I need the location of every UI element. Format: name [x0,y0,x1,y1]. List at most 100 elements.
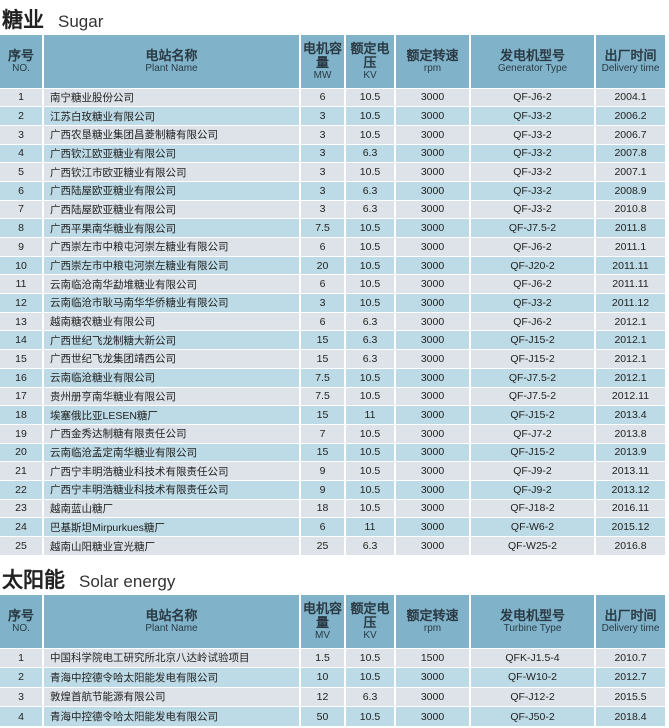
capacity-cell: 7.5 [300,386,346,406]
no-cell: 5 [0,162,44,182]
capacity-cell: 7 [300,423,346,444]
plant-name-cell: 云南临沧南华勐堆糖业有限公司 [43,274,301,294]
voltage-cell: 10.5 [345,274,396,294]
voltage-cell: 6.3 [345,180,396,201]
speed-cell: 3000 [395,293,471,313]
delivery-time-cell: 2018.4 [595,706,667,726]
speed-cell: 3000 [395,461,471,481]
table-row: 14 广西世纪飞龙制糖大新公司 15 6.3 3000 QF-J15-2 2012.1 [0,330,667,350]
table-row: 2 青海中控德令哈太阳能发电有限公司 10 10.5 3000 QF-W10-2 2012.… [0,667,667,687]
speed-cell: 3000 [395,237,471,257]
header-cn: 序号 [7,47,34,63]
generator-type-header: 发电机型号 Generator Type [470,35,596,88]
no-cell: 2 [0,667,44,687]
delivery-time-cell: 2016.11 [595,498,667,518]
plant-name-cell: 青海中控德令哈太阳能发电有限公司 [43,667,301,687]
voltage-cell: 10.5 [345,479,396,500]
table-row: 2 江苏白玫糖业有限公司 3 10.5 3000 QF-J3-2 2006.2 [0,106,667,126]
voltage-cell: 10.5 [345,237,396,257]
voltage-cell: 6.3 [345,143,396,163]
generator-type-cell: QF-J12-2 [470,686,596,707]
no-cell: 2 [0,106,44,126]
table-row: 24 巴基斯坦Mirpurkues糖厂 6 11 3000 QF-W6-2 2015.12 [0,517,667,537]
voltage-cell: 6.3 [345,349,396,369]
table-row: 16 云南临沧糖业有限公司 7.5 10.5 3000 QF-J7.5-2 2012.1 [0,367,667,387]
voltage-cell: 6.3 [345,330,396,350]
capacity-cell: 7.5 [300,367,346,387]
generator-type-cell: QF-J6-2 [470,274,596,294]
sugar-table: 序号 NO. 电站名称 Plant Name 电机容量 MW 额定电压 KV 额定转速 rpm 发电… [0,35,667,556]
speed-cell: 3000 [395,405,471,425]
delivery-time-cell: 2008.9 [595,180,667,201]
plant-name-cell: 广西世纪飞龙制糖大新公司 [43,330,301,350]
capacity-cell: 3 [300,124,346,145]
voltage-cell: 10.5 [345,423,396,444]
header-cn: 额定转速 [406,607,459,623]
capacity-cell: 3 [300,106,346,126]
capacity-cell: 3 [300,199,346,219]
generator-type-cell: QF-J15-2 [470,349,596,369]
header-en: MW [313,69,332,81]
voltage-cell: 6.3 [345,536,396,556]
plant-name-cell: 巴基斯坦Mirpurkues糖厂 [43,517,301,537]
plant-name-cell: 广西钦江欧亚糖业有限公司 [43,143,301,163]
delivery-time-cell: 2015.5 [595,686,667,707]
voltage-cell: 11 [345,405,396,425]
delivery-time-header: 出厂时间 Delivery time [595,35,667,88]
capacity-cell: 20 [300,255,346,275]
voltage-cell: 6.3 [345,199,396,219]
header-cn: 序号 [7,607,34,623]
solar-section-title: 太阳能 Solar energy [2,564,175,592]
no-cell: 24 [0,517,44,537]
plant-name-cell: 云南临沧孟定南华糖业有限公司 [43,442,301,462]
delivery-time-cell: 2011.1 [595,237,667,257]
generator-type-cell: QF-J18-2 [470,498,596,518]
capacity-cell: 6 [300,517,346,537]
no-cell: 10 [0,255,44,275]
voltage-cell: 10.5 [345,255,396,275]
generator-type-cell: QF-J3-2 [470,162,596,182]
table-row: 21 广西宁丰明浩糖业科技术有限责任公司 9 10.5 3000 QF-J9-2 2013.… [0,461,667,481]
voltage-cell: 10.5 [345,442,396,462]
plant-name-cell: 埃塞俄比亚LESEN糖厂 [43,405,301,425]
generator-type-cell: QF-J15-2 [470,330,596,350]
delivery-time-cell: 2011.11 [595,274,667,294]
section-title-en: Sugar [58,12,104,31]
generator-type-cell: QF-J20-2 [470,255,596,275]
no-cell: 22 [0,479,44,500]
no-cell: 3 [0,686,44,707]
header-en: KV [363,69,377,81]
capacity-cell: 15 [300,330,346,350]
capacity-cell: 50 [300,706,346,726]
generator-type-cell: QF-J9-2 [470,479,596,500]
plant-name-cell: 南宁糖业股份公司 [43,87,301,107]
header-en: NO. [12,622,30,634]
header-cn: 额定转速 [406,47,459,63]
capacity-cell: 6 [300,311,346,331]
plant-name-cell: 广西崇左市中粮屯河崇左糖业有限公司 [43,255,301,275]
generator-type-header: 发电机型号 Turbine Type [470,595,596,648]
no-cell: 7 [0,199,44,219]
delivery-time-cell: 2013.4 [595,405,667,425]
speed-cell: 3000 [395,330,471,350]
table-row: 12 云南临沧市耿马南华华侨糖业有限公司 3 10.5 3000 QF-J3-2 2011.… [0,293,667,313]
no-cell: 8 [0,218,44,238]
capacity-cell: 6 [300,237,346,257]
capacity-header: 电机容量 MV [300,595,346,648]
delivery-time-cell: 2011.12 [595,293,667,313]
table-row: 4 青海中控德令哈太阳能发电有限公司 50 10.5 3000 QF-J50-2 2018.… [0,706,667,726]
speed-cell: 3000 [395,87,471,107]
header-cn: 出厂时间 [604,47,657,63]
speed-cell: 3000 [395,423,471,444]
plant-name-cell: 广西金秀达制糖有限责任公司 [43,423,301,444]
plant-name-cell: 广西崇左市中粮屯河崇左糖业有限公司 [43,237,301,257]
header-en: Delivery time [601,622,660,634]
generator-type-cell: QF-J3-2 [470,124,596,145]
delivery-time-cell: 2010.8 [595,199,667,219]
delivery-time-cell: 2013.12 [595,479,667,500]
speed-cell: 3000 [395,367,471,387]
plant-name-cell: 广西陆屋欧亚糖业有限公司 [43,199,301,219]
voltage-cell: 6.3 [345,686,396,707]
plant-name-cell: 广西宁丰明浩糖业科技术有限责任公司 [43,479,301,500]
table-row: 3 敦煌首航节能源有限公司 12 6.3 3000 QF-J12-2 2015.5 [0,686,667,707]
